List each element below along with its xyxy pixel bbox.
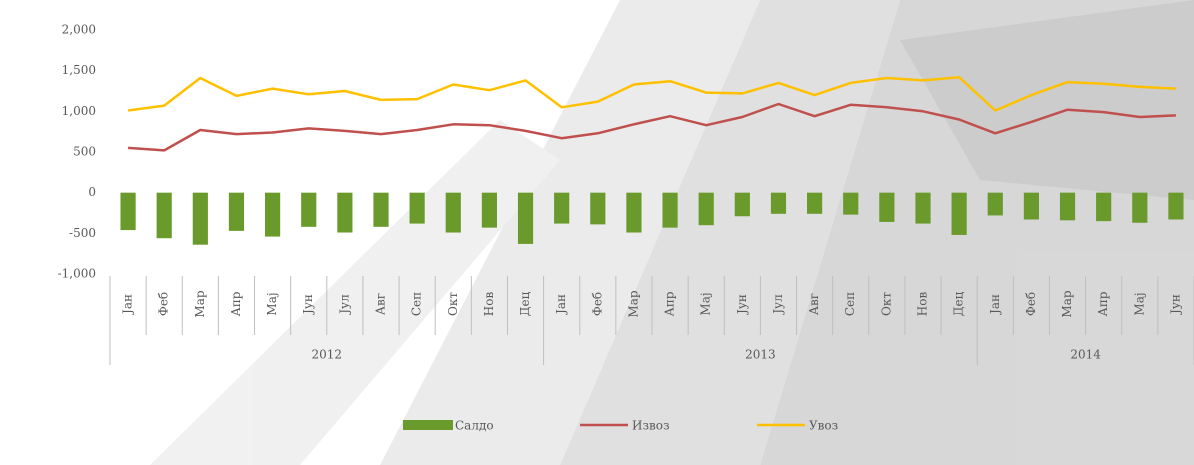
bar bbox=[843, 192, 859, 215]
bar bbox=[879, 192, 895, 222]
bar bbox=[915, 192, 931, 224]
bar bbox=[951, 192, 967, 235]
bar bbox=[734, 192, 750, 217]
bar bbox=[337, 192, 353, 233]
x-tick-label: Апр bbox=[229, 291, 243, 316]
year-label: 2014 bbox=[1070, 348, 1101, 362]
x-tick-label: Мар bbox=[626, 290, 640, 317]
y-tick-label: 2,000 bbox=[62, 23, 96, 37]
bar bbox=[626, 192, 642, 233]
bar bbox=[120, 192, 136, 231]
x-tick-label: Дец bbox=[952, 291, 966, 316]
bar bbox=[481, 192, 497, 228]
x-tick-label: Авг bbox=[374, 293, 388, 315]
bar bbox=[445, 192, 461, 233]
x-tick-label: Јул bbox=[337, 294, 351, 316]
x-tick-label: Окт bbox=[446, 292, 460, 316]
bar bbox=[156, 192, 172, 239]
bar bbox=[1168, 192, 1184, 220]
legend-label: Извоз bbox=[632, 419, 670, 433]
x-tick-label: Нов bbox=[482, 292, 496, 317]
x-tick-label: Мар bbox=[193, 290, 207, 317]
line bbox=[127, 75, 1176, 112]
bar bbox=[373, 192, 389, 227]
x-tick-label: Дец bbox=[518, 291, 532, 316]
x-tick-label: Јан bbox=[554, 294, 568, 316]
bar bbox=[698, 192, 714, 226]
bar bbox=[301, 192, 317, 227]
bar bbox=[662, 192, 678, 228]
bar bbox=[1023, 192, 1039, 220]
legend-swatch bbox=[403, 420, 453, 430]
x-tick-label: Нов bbox=[916, 292, 930, 317]
legend-label: Салдо bbox=[455, 419, 494, 433]
line bbox=[128, 102, 1176, 152]
bar bbox=[554, 192, 570, 224]
bar bbox=[1132, 192, 1148, 223]
x-tick-label: Окт bbox=[879, 292, 893, 316]
x-tick-label: Мај bbox=[1132, 292, 1146, 315]
x-tick-label: Јан bbox=[121, 294, 135, 316]
bar bbox=[265, 192, 281, 237]
bar bbox=[409, 192, 425, 224]
x-tick-label: Јул bbox=[771, 294, 785, 316]
y-tick-label: 0 bbox=[88, 185, 96, 199]
bar bbox=[1059, 192, 1076, 221]
x-tick-label: Јун bbox=[1168, 294, 1182, 316]
bar bbox=[987, 192, 1003, 216]
bar bbox=[807, 192, 823, 214]
x-tick-label: Феб bbox=[1024, 292, 1038, 316]
bar bbox=[517, 192, 534, 244]
x-tick-label: Мај bbox=[265, 292, 279, 315]
x-tick-label: Апр bbox=[1096, 291, 1110, 316]
bar bbox=[1096, 192, 1112, 222]
y-tick-label: 1,000 bbox=[62, 104, 96, 118]
bar bbox=[590, 192, 606, 225]
x-tick-label: Сеп bbox=[410, 292, 424, 316]
bar bbox=[192, 192, 208, 245]
y-tick-label: 500 bbox=[73, 145, 96, 159]
bar bbox=[770, 192, 787, 214]
year-label: 2012 bbox=[312, 348, 343, 362]
x-tick-label: Мај bbox=[699, 292, 713, 315]
x-tick-label: Авг bbox=[807, 293, 821, 315]
x-tick-label: Феб bbox=[157, 292, 171, 316]
x-tick-label: Сеп bbox=[843, 292, 857, 316]
x-tick-label: Апр bbox=[663, 291, 677, 316]
legend-label: Увоз bbox=[809, 419, 838, 433]
x-tick-label: Јун bbox=[301, 294, 315, 316]
x-tick-label: Јан bbox=[988, 294, 1002, 316]
x-tick-label: Јун bbox=[735, 294, 749, 316]
y-tick-label: -1,000 bbox=[58, 267, 96, 281]
bar bbox=[228, 192, 245, 231]
background-photo bbox=[150, 0, 1194, 465]
x-tick-label: Мар bbox=[1060, 290, 1074, 317]
y-tick-label: -500 bbox=[69, 226, 96, 240]
x-tick-label: Феб bbox=[590, 292, 604, 316]
year-label: 2013 bbox=[745, 348, 776, 362]
y-tick-label: 1,500 bbox=[62, 63, 96, 77]
